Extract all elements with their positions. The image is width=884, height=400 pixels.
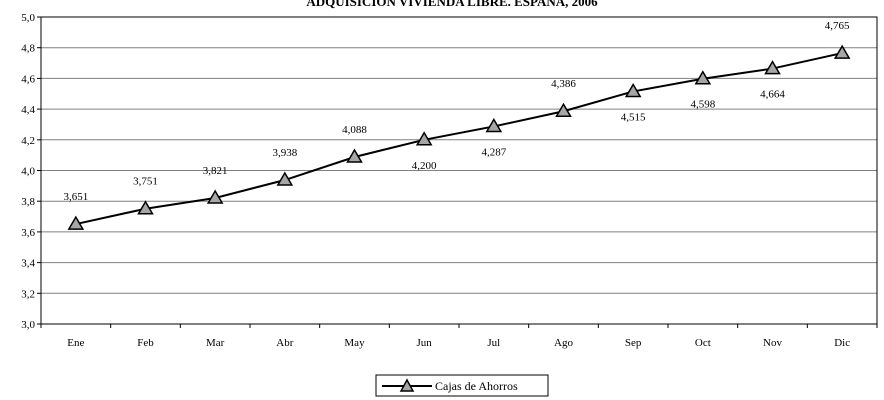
- data-point-marker: [415, 131, 433, 146]
- data-point-marker: [206, 189, 224, 204]
- data-label: 4,287: [481, 146, 506, 158]
- data-point-marker: [67, 215, 85, 230]
- data-label: 4,200: [412, 160, 437, 172]
- x-tick-label: Sep: [625, 337, 642, 349]
- data-label: 3,651: [63, 191, 88, 203]
- gridlines: [41, 47, 877, 294]
- y-tick-label: 4,6: [21, 73, 35, 85]
- y-tick-label: 3,2: [21, 288, 35, 300]
- data-label: 3,821: [203, 165, 228, 177]
- legend-box: [375, 374, 549, 397]
- x-tick-label: Oct: [695, 337, 711, 349]
- y-tick-label: 3,0: [21, 319, 35, 331]
- data-label: 3,938: [272, 147, 297, 159]
- x-tick-label: Abr: [276, 337, 293, 349]
- data-point-marker: [694, 70, 712, 85]
- data-point-marker: [137, 200, 154, 215]
- data-point-marker: [555, 102, 572, 117]
- legend: Cajas de Ahorros: [375, 374, 549, 397]
- data-labels: 3,651 3,751 3,821 3,938 4,088 4,200 4,287 4,386…: [63, 20, 850, 203]
- x-tick-label: Mar: [206, 337, 225, 349]
- y-tick-label: 5,0: [21, 12, 35, 24]
- y-tick-label: 4,2: [21, 135, 35, 147]
- data-label: 4,088: [342, 124, 367, 136]
- chart-title: ADQUISICIÓN VIVIENDA LIBRE. ESPAÑA, 2006: [306, 0, 598, 9]
- legend-label: Cajas de Ahorros: [435, 379, 518, 393]
- y-tick-label: 4,0: [21, 166, 35, 178]
- y-tick-label: 4,4: [21, 104, 35, 116]
- y-tick-label: 3,6: [21, 227, 35, 239]
- x-tick-label: Nov: [763, 337, 782, 349]
- y-tick-label: 3,4: [21, 258, 35, 270]
- x-tick-label: Feb: [137, 337, 154, 349]
- data-label: 3,751: [133, 176, 158, 188]
- data-point-marker: [764, 60, 781, 75]
- data-label: 4,765: [825, 20, 850, 32]
- data-point-marker: [624, 82, 642, 98]
- data-label: 4,598: [690, 99, 715, 111]
- data-point-marker: [346, 148, 363, 163]
- data-label: 4,664: [760, 89, 785, 101]
- data-point-marker: [276, 171, 294, 186]
- data-point-marker: [833, 44, 851, 59]
- x-tick-label: May: [344, 337, 365, 349]
- data-point-marker: [485, 117, 503, 133]
- y-axis: 3,0 3,2 3,4 3,6 3,8 4,0 4,2 4,4 4,6 4,8 5,0: [21, 12, 41, 331]
- x-axis: Ene Feb Mar Abr May Jun Jul Ago Sep Oct Nov Dic: [40, 324, 878, 349]
- data-label: 4,515: [621, 111, 646, 123]
- x-tick-label: Ago: [554, 337, 573, 349]
- legend-triangle-marker: [399, 378, 415, 392]
- y-tick-label: 3,8: [21, 196, 35, 208]
- y-tick-label: 4,8: [21, 43, 35, 55]
- x-tick-label: Ene: [67, 337, 84, 349]
- x-tick-label: Dic: [834, 337, 850, 349]
- data-label: 4,386: [551, 78, 576, 90]
- x-tick-label: Jun: [417, 337, 433, 349]
- series-cajas-de-ahorros: [67, 44, 851, 230]
- series-line: [75, 52, 843, 226]
- x-tick-label: Jul: [487, 337, 500, 349]
